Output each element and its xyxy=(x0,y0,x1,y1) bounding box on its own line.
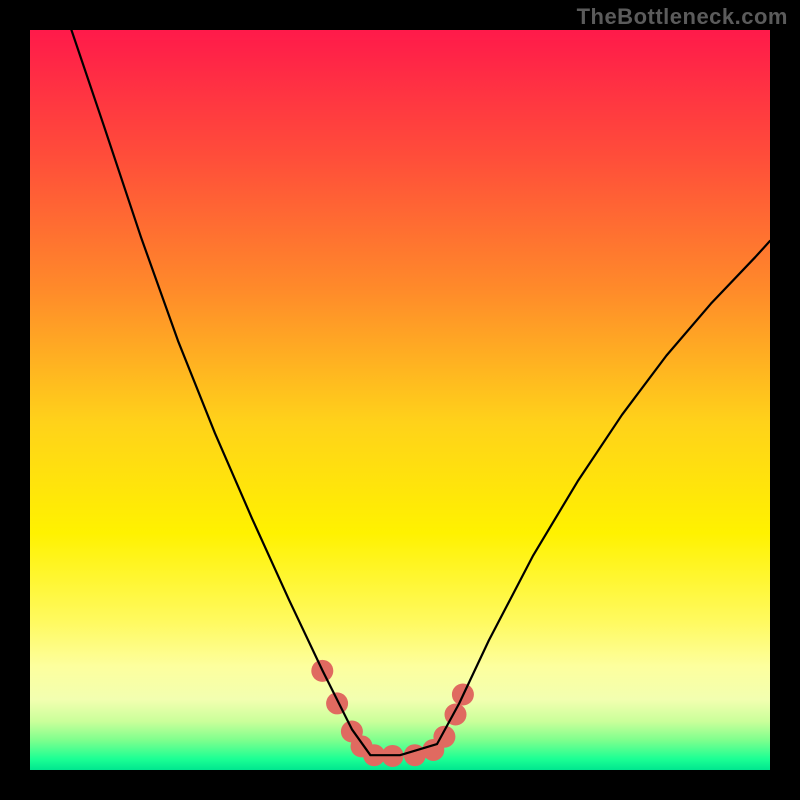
valley-highlight-layer xyxy=(311,660,474,767)
chart-frame: TheBottleneck.com xyxy=(0,0,800,800)
watermark-text: TheBottleneck.com xyxy=(577,4,788,30)
plot-svg xyxy=(30,30,770,770)
valley-marker xyxy=(326,692,348,714)
bottleneck-curve xyxy=(71,30,770,755)
plot-area xyxy=(30,30,770,770)
